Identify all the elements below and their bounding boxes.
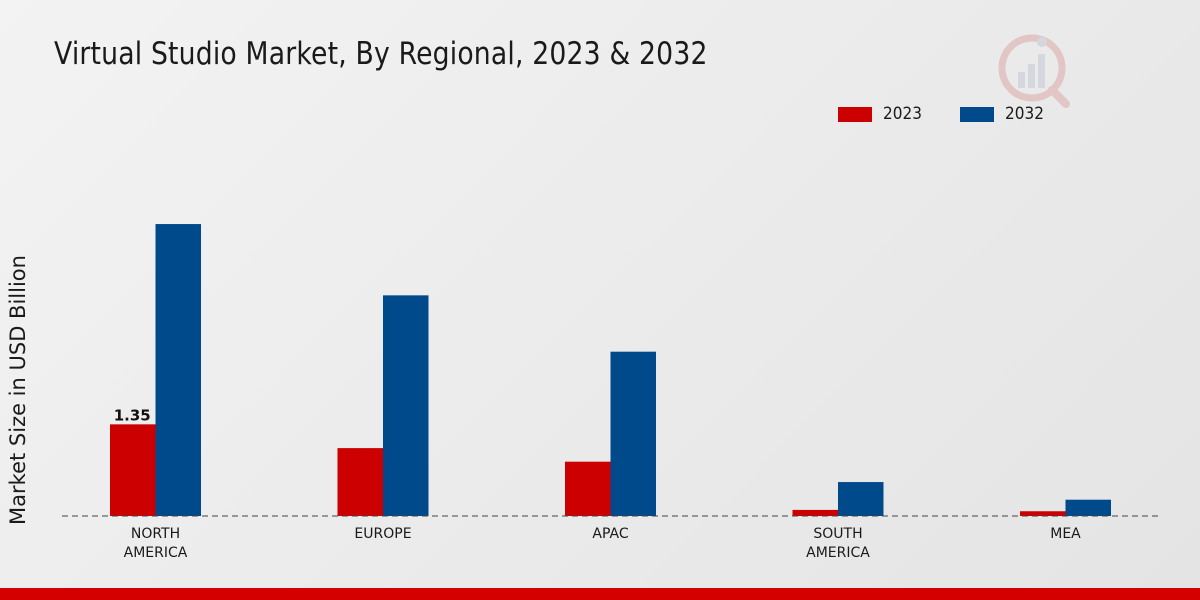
chart-title: Virtual Studio Market, By Regional, 2023…	[54, 36, 708, 72]
bar-2032-4	[1065, 499, 1111, 516]
bar-2032-3	[838, 482, 884, 516]
bar-2023-4	[1020, 511, 1066, 516]
bar-2032-1	[383, 295, 429, 516]
data-label-0: 1.35	[114, 406, 151, 424]
legend-item-2023[interactable]: 2023	[838, 104, 926, 124]
legend-swatch-2023	[838, 106, 872, 122]
bar-2032-0	[155, 224, 201, 517]
legend-label-2023: 2023	[883, 104, 922, 124]
bar-2032-2	[610, 351, 656, 516]
bar-2023-0	[110, 424, 156, 516]
x-tick-label-3: SOUTH AMERICA	[806, 526, 870, 561]
x-tick-label-1: EUROPE	[354, 526, 411, 542]
footer-accent-bar	[0, 588, 1200, 600]
bar-2023-3	[792, 509, 838, 516]
chart-legend: 2023 2032	[838, 104, 1083, 124]
legend-swatch-2032	[960, 106, 995, 122]
x-tick-label-4: MEA	[1050, 526, 1081, 542]
x-tick-label-2: APAC	[592, 526, 628, 542]
bar-2023-2	[565, 461, 611, 516]
x-tick-label-0: NORTH AMERICA	[124, 526, 188, 561]
brand-logo-icon	[998, 34, 1070, 108]
bar-2023-1	[337, 448, 383, 516]
legend-label-2032: 2032	[1005, 104, 1045, 124]
legend-item-2032[interactable]: 2032	[960, 104, 1048, 124]
